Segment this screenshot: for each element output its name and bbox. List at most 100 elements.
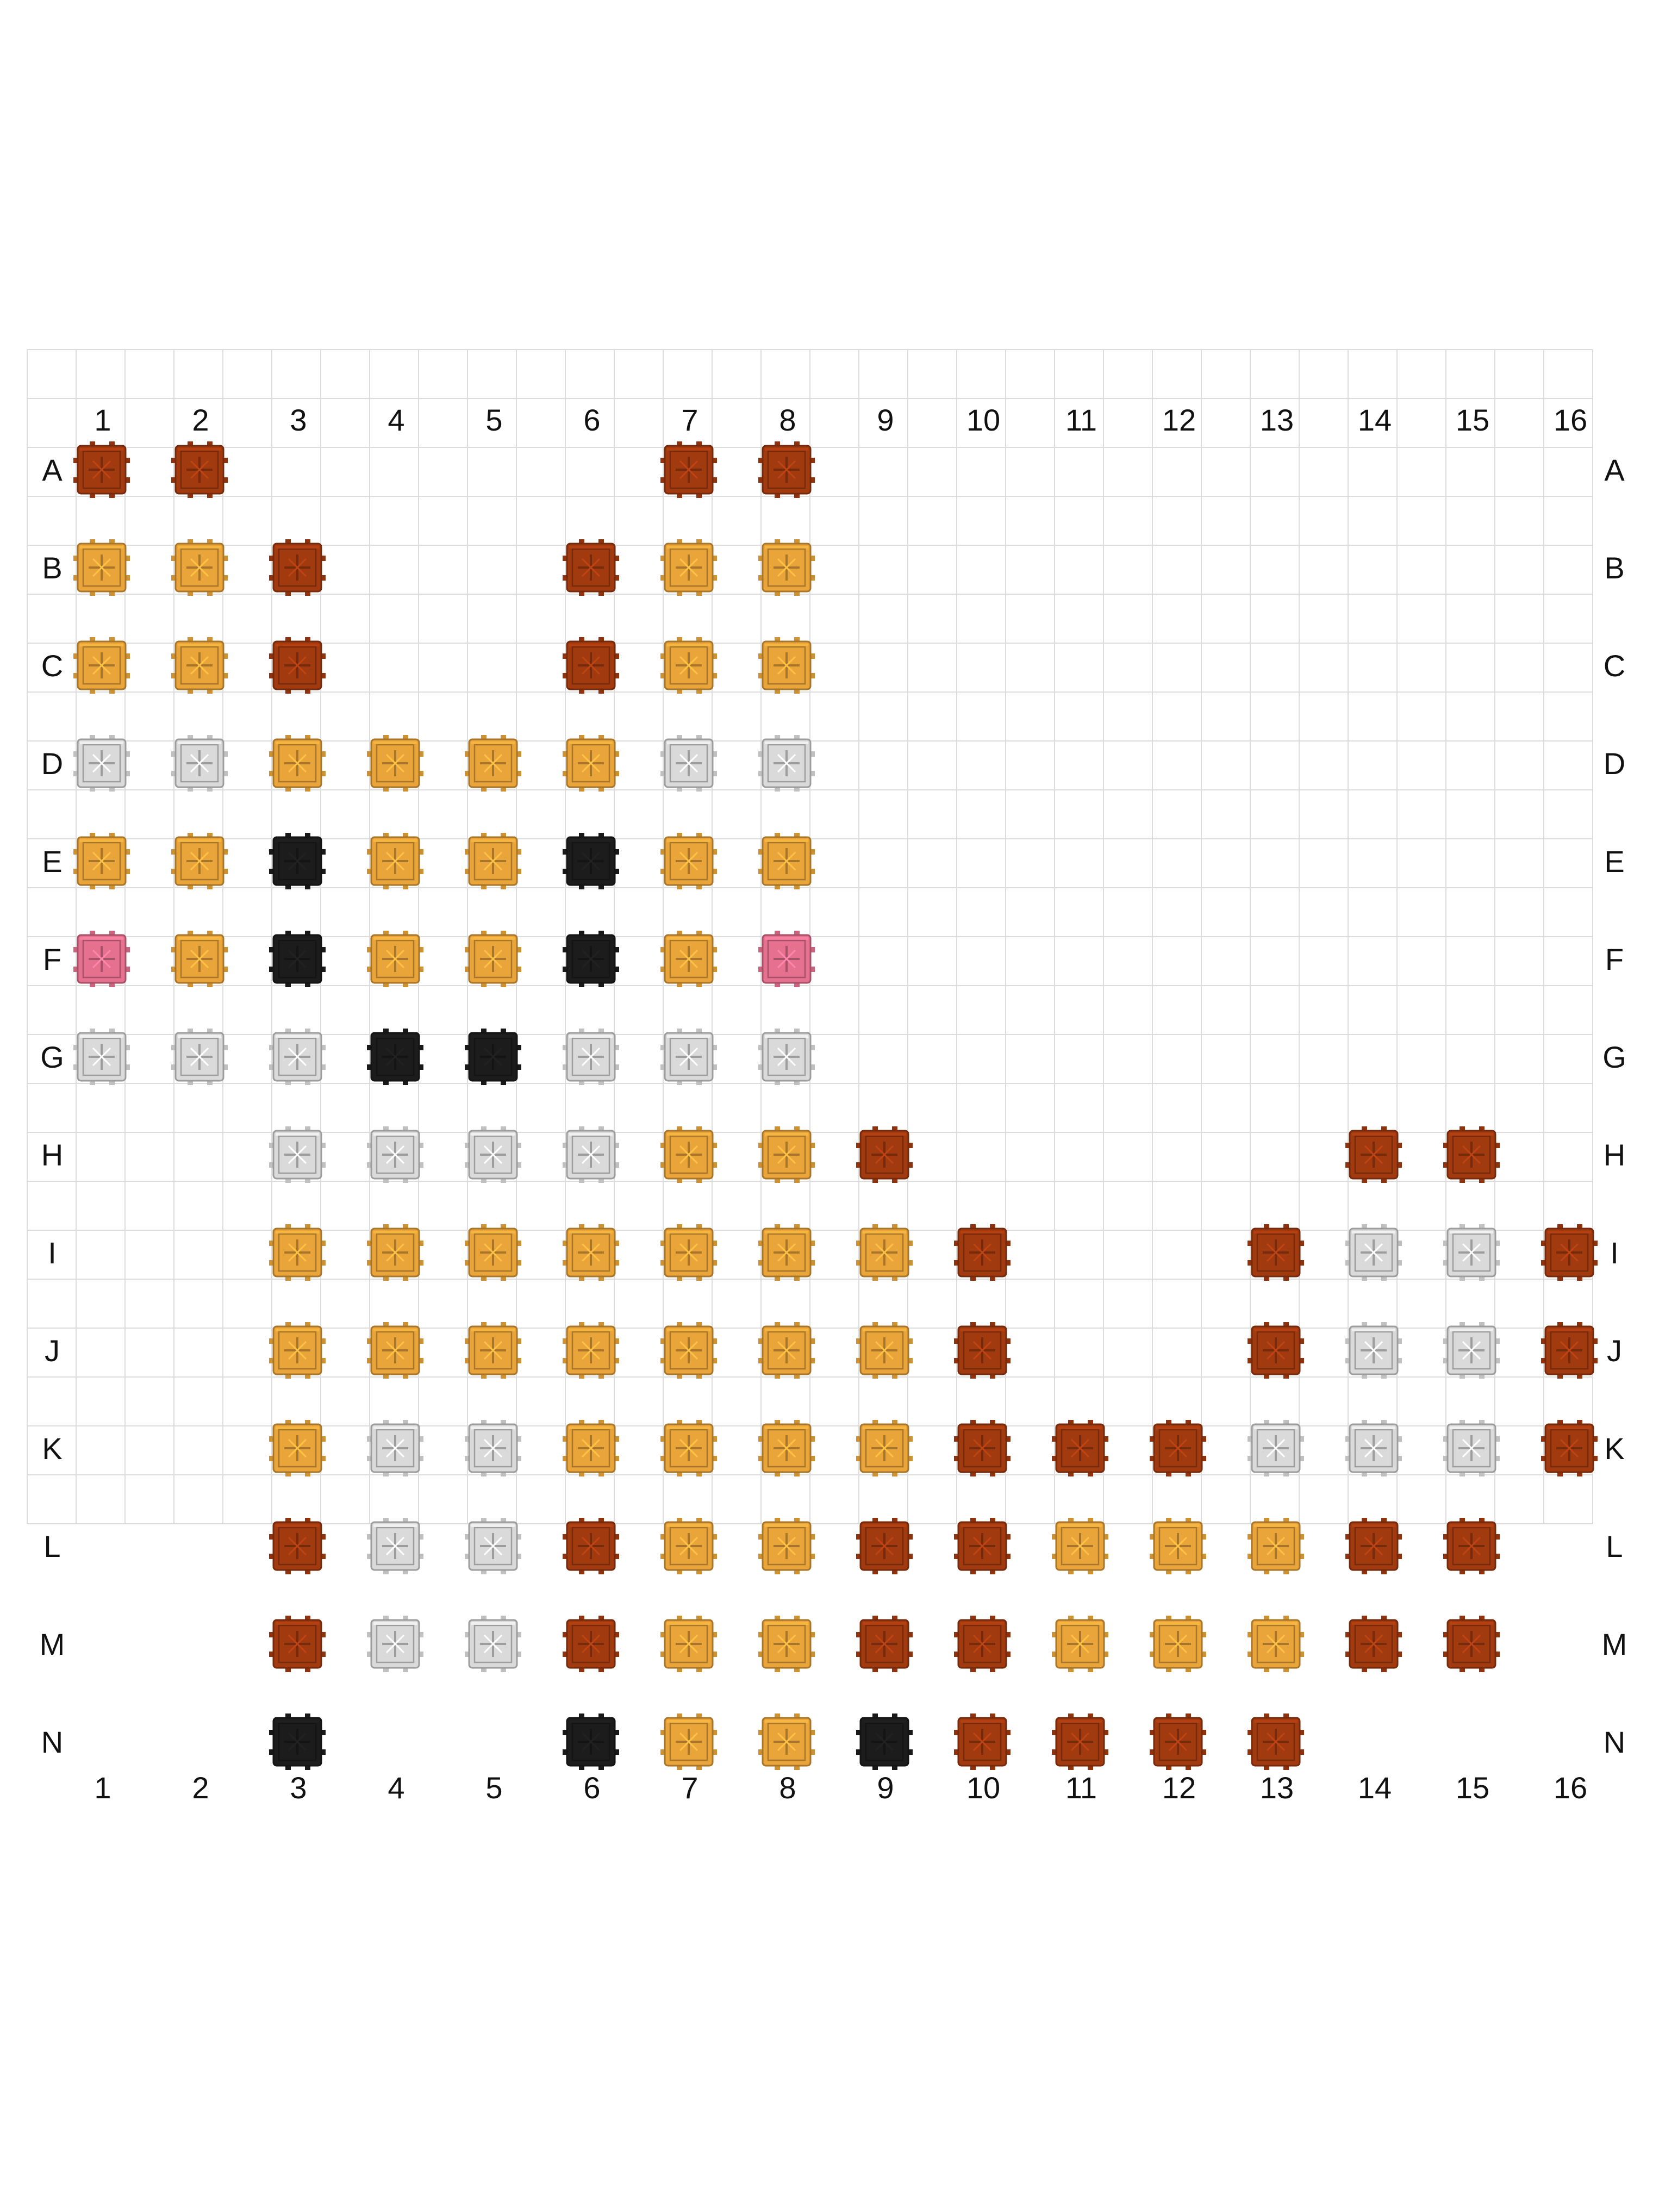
- bead-A8: [758, 441, 815, 498]
- bead-L3: [269, 1518, 326, 1574]
- bead-K5: [465, 1420, 521, 1476]
- bead-K7: [660, 1420, 717, 1476]
- row-label-right: L: [1606, 1529, 1623, 1563]
- column-label-top: 11: [1065, 403, 1097, 437]
- column-labels-top: 1 2 3 4 5 6 7 8 9 10 11 12 13 14 15 16: [94, 403, 1587, 437]
- row-label-left: G: [40, 1040, 64, 1074]
- bead-J15: [1443, 1322, 1500, 1379]
- beads-layer: [73, 441, 1598, 1770]
- bead-M6: [563, 1616, 619, 1672]
- bead-N13: [1248, 1713, 1304, 1770]
- bead-G1: [73, 1029, 130, 1085]
- column-label-bottom: 9: [877, 1771, 894, 1805]
- bead-E7: [660, 833, 717, 889]
- bead-B6: [563, 539, 619, 596]
- bead-B3: [269, 539, 326, 596]
- row-label-left: D: [41, 746, 63, 781]
- bead-M13: [1248, 1616, 1304, 1672]
- bead-D7: [660, 735, 717, 792]
- bead-L11: [1052, 1518, 1108, 1574]
- bead-K4: [367, 1420, 423, 1476]
- bead-L8: [758, 1518, 815, 1574]
- row-label-left: M: [40, 1627, 65, 1661]
- row-label-left: L: [43, 1529, 60, 1563]
- bead-J13: [1248, 1322, 1304, 1379]
- bead-D8: [758, 735, 815, 792]
- column-label-top: 8: [779, 403, 796, 437]
- bead-D4: [367, 735, 423, 792]
- column-label-bottom: 6: [583, 1771, 600, 1805]
- bead-F7: [660, 931, 717, 987]
- bead-I10: [954, 1224, 1011, 1281]
- column-label-top: 3: [290, 403, 307, 437]
- column-label-bottom: 16: [1554, 1771, 1587, 1805]
- column-label-top: 9: [877, 403, 894, 437]
- column-label-bottom: 11: [1065, 1771, 1097, 1805]
- row-label-right: H: [1604, 1138, 1625, 1172]
- bead-C8: [758, 637, 815, 694]
- bead-I8: [758, 1224, 815, 1281]
- bead-J7: [660, 1322, 717, 1379]
- row-labels-left: A B C D E F G H I J K L M N: [40, 453, 65, 1759]
- bead-L7: [660, 1518, 717, 1574]
- bead-C6: [563, 637, 619, 694]
- bead-M7: [660, 1616, 717, 1672]
- row-label-left: N: [41, 1725, 63, 1759]
- bead-G3: [269, 1029, 326, 1085]
- bead-L13: [1248, 1518, 1304, 1574]
- bead-H6: [563, 1126, 619, 1183]
- column-label-bottom: 15: [1456, 1771, 1489, 1805]
- row-label-right: M: [1602, 1627, 1627, 1661]
- bead-F1: [73, 931, 130, 987]
- bead-N12: [1150, 1713, 1206, 1770]
- bead-G8: [758, 1029, 815, 1085]
- bead-E8: [758, 833, 815, 889]
- bead-J10: [954, 1322, 1011, 1379]
- column-label-top: 2: [192, 403, 209, 437]
- column-label-bottom: 3: [290, 1771, 307, 1805]
- bead-K11: [1052, 1420, 1108, 1476]
- bead-D3: [269, 735, 326, 792]
- bead-M8: [758, 1616, 815, 1672]
- bead-C3: [269, 637, 326, 694]
- row-label-right: I: [1610, 1236, 1619, 1270]
- column-label-bottom: 2: [192, 1771, 209, 1805]
- bead-B1: [73, 539, 130, 596]
- row-label-right: F: [1605, 942, 1624, 976]
- row-label-left: A: [42, 453, 63, 487]
- column-label-top: 10: [966, 403, 1000, 437]
- bead-F5: [465, 931, 521, 987]
- column-label-top: 1: [94, 403, 111, 437]
- bead-H15: [1443, 1126, 1500, 1183]
- bead-D5: [465, 735, 521, 792]
- bead-K6: [563, 1420, 619, 1476]
- column-label-top: 6: [583, 403, 600, 437]
- bead-D6: [563, 735, 619, 792]
- bead-M14: [1345, 1616, 1402, 1672]
- bead-L4: [367, 1518, 423, 1574]
- row-label-right: A: [1604, 453, 1625, 487]
- bead-D1: [73, 735, 130, 792]
- bead-C1: [73, 637, 130, 694]
- bead-H14: [1345, 1126, 1402, 1183]
- bead-J16: [1541, 1322, 1598, 1379]
- bead-M3: [269, 1616, 326, 1672]
- row-label-left: E: [42, 844, 62, 878]
- row-label-right: E: [1604, 844, 1624, 878]
- bead-D2: [171, 735, 228, 792]
- bead-I5: [465, 1224, 521, 1281]
- column-label-bottom: 1: [94, 1771, 111, 1805]
- bead-J3: [269, 1322, 326, 1379]
- bead-M15: [1443, 1616, 1500, 1672]
- column-label-bottom: 14: [1358, 1771, 1392, 1805]
- column-label-bottom: 4: [388, 1771, 404, 1805]
- bead-A1: [73, 441, 130, 498]
- bead-M4: [367, 1616, 423, 1672]
- row-label-right: C: [1604, 649, 1625, 683]
- bead-J9: [856, 1322, 913, 1379]
- column-label-top: 14: [1358, 403, 1392, 437]
- row-label-right: J: [1607, 1334, 1622, 1368]
- bead-F8: [758, 931, 815, 987]
- bead-K12: [1150, 1420, 1206, 1476]
